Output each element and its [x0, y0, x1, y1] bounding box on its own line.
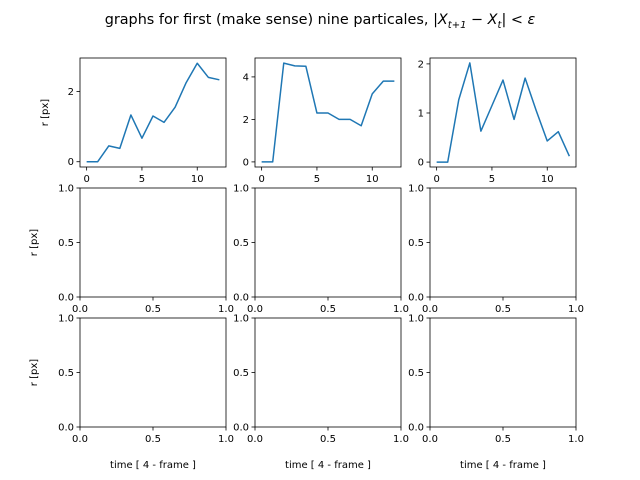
subplot-3-1-ytick-label: 0.0 [58, 423, 74, 434]
subplot-1-2-ytick-label: 0 [243, 157, 249, 168]
subplot-2-1-xtick-label: 1.0 [218, 304, 234, 315]
subplot-2-2-frame [254, 187, 402, 298]
subplot-1-1-xtick-label: 0 [83, 174, 89, 185]
subplot-3-1-xlabel: time [ 4 - frame ] [110, 460, 196, 471]
figure-title-text: graphs for first (make sense) nine parti… [105, 12, 433, 28]
subplot-1-3: 0 5 10 0 1 2 [418, 57, 577, 185]
subplot-2-1-xtick-label: 0.5 [145, 304, 161, 315]
subplot-3-3-frame [429, 317, 577, 428]
subplot-1-2-frame [254, 57, 402, 168]
figure-title: graphs for first (make sense) nine parti… [105, 12, 536, 31]
subplot-2-2: 0.0 0.5 1.0 0.0 0.5 1.0 [233, 184, 409, 316]
subplot-1-3-xtick-label: 0 [433, 174, 439, 185]
subplot-2-3-xtick-label: 1.0 [568, 304, 584, 315]
subplot-1-2-series-line [261, 62, 395, 163]
subplot-1-2-xtick-label: 10 [366, 174, 379, 185]
subplot-1-1-ytick-label: 0 [68, 157, 74, 168]
subplot-1-3-ytick-label: 1 [418, 108, 424, 119]
subplot-3-2-xlabel: time [ 4 - frame ] [285, 460, 371, 471]
subplot-3-2: 0.0 0.5 1.0 0.0 0.5 1.0 time [ 4 - frame ] [233, 314, 409, 472]
subplot-1-1-ylabel: r [px] [40, 99, 51, 126]
subplot-2-1-ytick-label: 0.0 [58, 293, 74, 304]
subplot-3-1-frame [79, 317, 227, 428]
subplot-2-3-xtick-label: 0.5 [495, 304, 511, 315]
subplot-2-2-ytick-label: 1.0 [233, 184, 249, 195]
subplot-1-2: 0 5 10 0 2 4 [243, 57, 402, 185]
subplot-3-3-ytick-label: 0.0 [408, 423, 424, 434]
subplot-2-2-ytick-label: 0.0 [233, 293, 249, 304]
subplot-3-1-ytick-label: 0.5 [58, 368, 74, 379]
subplot-1-3-xtick-label: 5 [489, 174, 495, 185]
subplot-3-2-xtick-label: 1.0 [393, 434, 409, 445]
subplot-3-1-ytick-label: 1.0 [58, 314, 74, 325]
subplot-3-2-ytick-label: 1.0 [233, 314, 249, 325]
subplot-3-3-xlabel: time [ 4 - frame ] [460, 460, 546, 471]
subplot-2-1: 0.0 0.5 1.0 0.0 0.5 1.0 r [px] [29, 184, 234, 316]
subplot-2-3: 0.0 0.5 1.0 0.0 0.5 1.0 [408, 184, 584, 316]
subplot-2-1-frame [79, 187, 227, 298]
subplot-3-3-xtick-label: 0.0 [422, 434, 438, 445]
subplot-3-2-ytick-label: 0.0 [233, 423, 249, 434]
subplot-2-3-ytick-label: 1.0 [408, 184, 424, 195]
subplot-2-1-ytick-label: 0.5 [58, 238, 74, 249]
subplot-3-2-xtick-label: 0.5 [320, 434, 336, 445]
subplot-3-3: 0.0 0.5 1.0 0.0 0.5 1.0 time [ 4 - frame ] [408, 314, 584, 472]
subplot-1-1-ytick-label: 2 [68, 87, 74, 98]
subplot-3-3-xtick-label: 0.5 [495, 434, 511, 445]
subplot-2-3-ytick-label: 0.5 [408, 238, 424, 249]
subplot-1-1-xtick-label: 5 [139, 174, 145, 185]
subplot-3-3-xtick-label: 1.0 [568, 434, 584, 445]
subplot-1-3-ytick-label: 2 [418, 59, 424, 70]
subplot-1-2-ytick-label: 2 [243, 115, 249, 126]
subplot-2-2-xtick-label: 1.0 [393, 304, 409, 315]
subplot-3-1-xtick-label: 0.5 [145, 434, 161, 445]
subplot-1-1-frame [79, 57, 227, 168]
subplot-1-1-series-line [86, 62, 220, 163]
subplot-2-1-ytick-label: 1.0 [58, 184, 74, 195]
subplot-2-1-ylabel: r [px] [29, 229, 40, 256]
subplot-3-3-ytick-label: 1.0 [408, 314, 424, 325]
subplot-3-1: 0.0 0.5 1.0 0.0 0.5 1.0 r [px] time [ 4 - frame… [29, 314, 234, 472]
subplot-3-2-ytick-label: 0.5 [233, 368, 249, 379]
subplot-1-2-ytick-label: 4 [243, 72, 249, 83]
subplot-2-3-frame [429, 187, 577, 298]
subplot-2-2-ytick-label: 0.5 [233, 238, 249, 249]
subplot-2-3-xtick-label: 0.0 [422, 304, 438, 315]
subplot-3-3-ytick-label: 0.5 [408, 368, 424, 379]
subplot-3-1-ylabel: r [px] [29, 359, 40, 386]
subplot-3-1-xtick-label: 1.0 [218, 434, 234, 445]
subplot-1-1-xtick-label: 10 [191, 174, 204, 185]
subplot-1-3-ytick-label: 0 [418, 158, 424, 169]
subplot-1-3-xtick-label: 10 [541, 174, 554, 185]
subplot-2-1-xtick-label: 0.0 [72, 304, 88, 315]
subplot-1-3-frame [429, 57, 577, 168]
subplot-3-2-frame [254, 317, 402, 428]
subplot-3-2-xtick-label: 0.0 [247, 434, 263, 445]
subplot-1-2-xtick-label: 5 [314, 174, 320, 185]
subplot-1-3-series-line [436, 62, 571, 163]
subplot-1-1: 0 5 10 0 2 r [px] [40, 57, 227, 185]
subplot-3-1-xtick-label: 0.0 [72, 434, 88, 445]
subplot-1-2-xtick-label: 0 [258, 174, 264, 185]
subplot-2-2-xtick-label: 0.0 [247, 304, 263, 315]
subplot-2-2-xtick-label: 0.5 [320, 304, 336, 315]
subplot-2-3-ytick-label: 0.0 [408, 293, 424, 304]
